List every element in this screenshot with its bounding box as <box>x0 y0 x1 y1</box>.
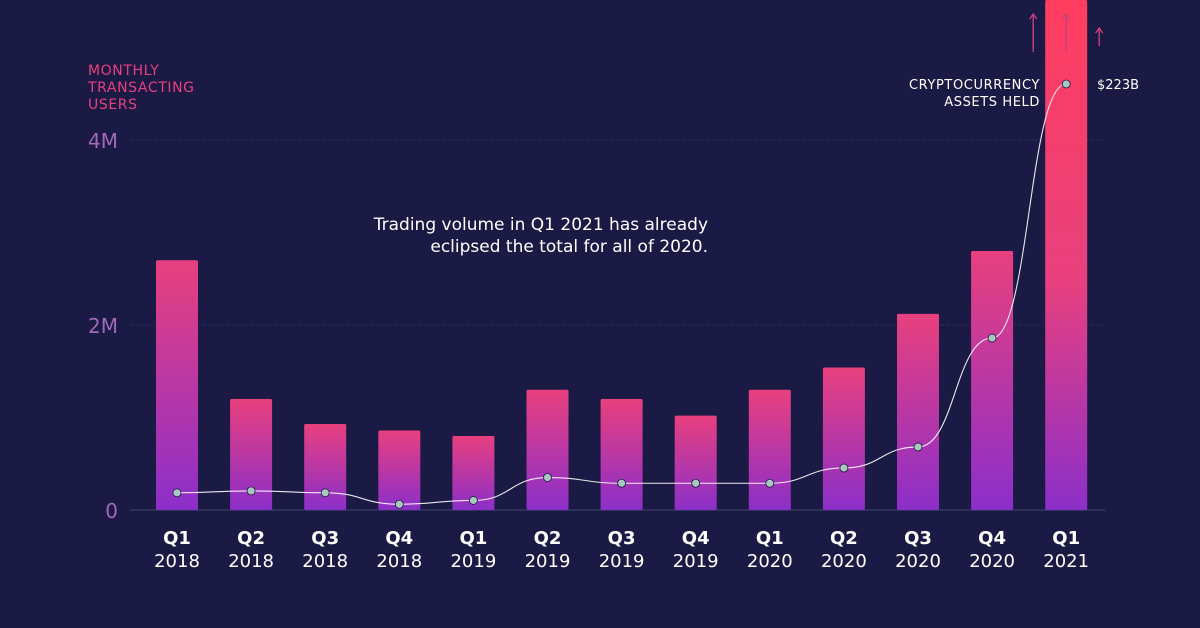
bar <box>304 423 347 510</box>
assets-line-path <box>176 83 1067 505</box>
y-tick-label: 2M <box>88 314 118 338</box>
data-point <box>987 333 997 343</box>
x-tick-quarter: Q1 <box>163 528 191 549</box>
x-tick-year: 2019 <box>599 551 645 572</box>
x-tick-year: 2019 <box>450 551 496 572</box>
bar <box>971 251 1014 510</box>
bar <box>378 430 421 510</box>
data-point <box>617 478 626 488</box>
y-axis-ticks: 0 2M 4M <box>88 129 118 523</box>
x-tick-year: 2018 <box>302 551 348 572</box>
bar <box>452 436 495 510</box>
x-tick-quarter: Q3 <box>311 528 339 549</box>
arrow-head <box>1062 12 1071 20</box>
x-tick-year: 2018 <box>154 551 200 572</box>
chart-annotation: Trading volume in Q1 2021 has already ec… <box>300 214 708 258</box>
bar <box>1045 0 1088 510</box>
x-tick-year: 2019 <box>525 551 571 572</box>
data-point <box>913 442 923 452</box>
arrow-head <box>1095 26 1104 34</box>
arrow-head <box>1029 12 1038 20</box>
bars <box>156 0 1088 510</box>
x-tick-year: 2020 <box>969 551 1015 572</box>
series-label-line: CRYPTOCURRENCY <box>908 78 1040 93</box>
x-tick-year: 2019 <box>673 551 719 572</box>
data-point <box>691 478 701 488</box>
assets-points <box>172 79 1071 509</box>
x-tick-year: 2021 <box>1043 551 1089 572</box>
x-tick-quarter: Q2 <box>237 528 265 549</box>
annotation-line: Trading volume in Q1 2021 has already <box>373 215 708 235</box>
assets-line <box>176 83 1067 505</box>
x-tick-quarter: Q4 <box>682 528 710 549</box>
overflow-arrows <box>1029 12 1104 52</box>
data-point <box>394 499 404 509</box>
overflow-arrow-icon <box>1095 26 1104 46</box>
x-axis-ticks: Q12018Q22018Q32018Q42018Q12019Q22019Q320… <box>154 528 1089 572</box>
y-axis-title-line: MONTHLY <box>88 63 160 79</box>
bar <box>600 399 643 510</box>
data-point <box>246 486 256 496</box>
y-tick-label: 0 <box>105 499 118 523</box>
data-point <box>1061 79 1071 89</box>
x-tick-year: 2018 <box>376 551 422 572</box>
x-tick-quarter: Q2 <box>830 528 858 549</box>
bar <box>748 389 791 510</box>
x-tick-quarter: Q1 <box>756 528 784 549</box>
series-label-line: ASSETS HELD <box>944 95 1040 110</box>
y-axis-title-line: TRANSACTING <box>88 80 195 96</box>
x-tick-year: 2020 <box>747 551 793 572</box>
line-series-end-value: $223B <box>1097 78 1140 93</box>
annotation-line: eclipsed the total for all of 2020. <box>430 237 708 257</box>
data-point <box>172 488 182 498</box>
bar <box>526 389 569 510</box>
x-tick-quarter: Q4 <box>978 528 1006 549</box>
bar <box>897 313 939 510</box>
x-tick-year: 2020 <box>895 551 941 572</box>
data-point <box>468 496 478 505</box>
x-tick-year: 2018 <box>228 551 274 572</box>
x-tick-quarter: Q4 <box>385 528 413 549</box>
x-tick-quarter: Q1 <box>1052 528 1080 549</box>
line-series-label: CRYPTOCURRENCY ASSETS HELD <box>840 77 1040 111</box>
data-point <box>543 473 552 482</box>
x-tick-quarter: Q2 <box>534 528 562 549</box>
data-point <box>839 463 849 473</box>
overflow-arrow-icon <box>1029 12 1038 52</box>
bar <box>230 399 273 510</box>
y-tick-label: 4M <box>88 129 118 153</box>
x-tick-quarter: Q3 <box>904 528 932 549</box>
x-tick-quarter: Q3 <box>608 528 636 549</box>
data-point <box>765 478 775 488</box>
x-tick-year: 2020 <box>821 551 867 572</box>
y-axis-title-line: USERS <box>88 97 138 113</box>
bar <box>156 260 198 510</box>
bar <box>674 415 717 510</box>
bar <box>822 367 865 510</box>
data-point <box>320 488 330 498</box>
overflow-arrow-icon <box>1062 12 1071 52</box>
x-tick-quarter: Q1 <box>459 528 487 549</box>
y-axis-title: MONTHLY TRANSACTING USERS <box>88 63 248 114</box>
